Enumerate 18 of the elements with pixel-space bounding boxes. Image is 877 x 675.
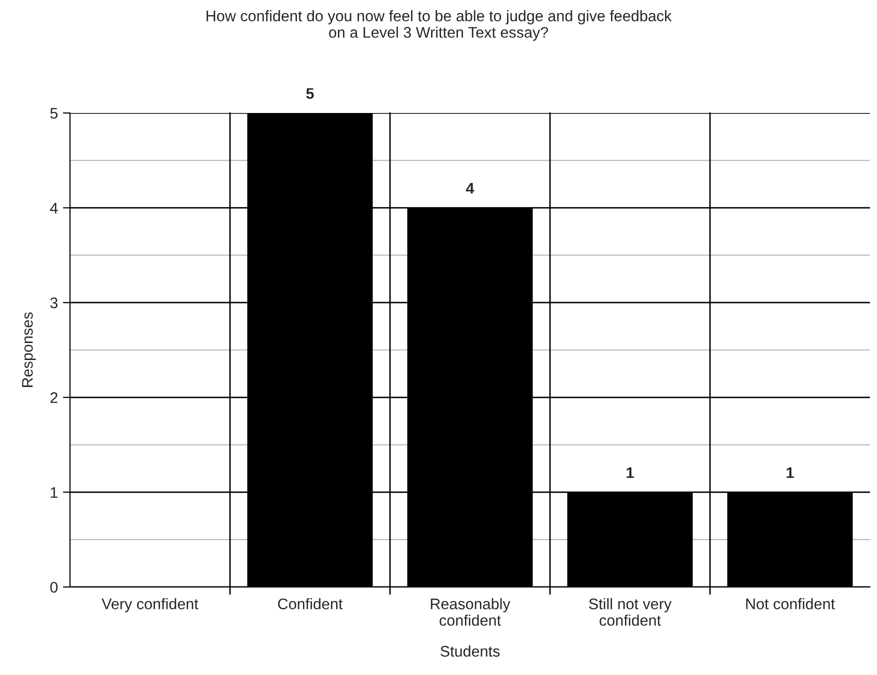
chart-title: How confident do you now feel to be able to judge and give feedback on a Level 3 Written Text essay? — [206, 10, 672, 41]
y-axis-title: Responses — [22, 312, 36, 387]
y-tick-label: 0 — [50, 582, 58, 593]
y-tick-label: 3 — [50, 297, 58, 308]
x-tick-label: Not confident — [746, 598, 835, 610]
x-tick-label: Very confident — [102, 598, 198, 612]
x-axis-title: Students — [440, 645, 500, 657]
y-tick-label: 2 — [50, 392, 58, 403]
y-tick-label: 1 — [50, 487, 58, 498]
x-tick-label: Confident — [278, 598, 343, 610]
data-label: 1 — [626, 467, 634, 478]
data-label: 4 — [466, 183, 474, 194]
data-label: 1 — [786, 467, 794, 478]
data-label: 5 — [306, 88, 314, 99]
y-tick-label: 5 — [50, 108, 58, 119]
x-tick-label: Still not very confident — [589, 598, 672, 626]
y-tick-label: 4 — [50, 202, 58, 214]
x-tick-label: Reasonably confident — [430, 598, 510, 626]
